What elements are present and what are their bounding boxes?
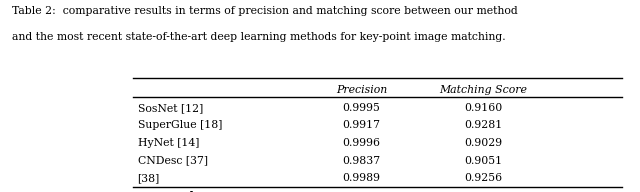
Text: Matching Score: Matching Score (439, 85, 527, 95)
Text: 0.9029: 0.9029 (464, 138, 502, 148)
Text: CNDesc [37]: CNDesc [37] (138, 156, 207, 166)
Text: SosNet [12]: SosNet [12] (138, 103, 203, 113)
Text: HyNet [14]: HyNet [14] (138, 138, 199, 148)
Text: Precision: Precision (336, 85, 387, 95)
Text: 0.9281: 0.9281 (464, 120, 502, 130)
Text: 0.9051: 0.9051 (464, 156, 502, 166)
Text: and the most recent state-of-the-art deep learning methods for key-point image m: and the most recent state-of-the-art dee… (12, 32, 505, 42)
Text: Table 2:  comparative results in terms of precision and matching score between o: Table 2: comparative results in terms of… (12, 6, 517, 16)
Text: [38]: [38] (138, 173, 160, 183)
Text: 1: 1 (358, 191, 365, 192)
Text: 0.9996: 0.9996 (342, 138, 381, 148)
Text: SuperGlue [18]: SuperGlue [18] (138, 120, 222, 130)
Text: 0.9256: 0.9256 (464, 173, 502, 183)
Text: 0.9995: 0.9995 (342, 103, 381, 113)
Text: 0.9837: 0.9837 (342, 156, 381, 166)
Text: 0.9917: 0.9917 (342, 120, 381, 130)
Text: Proposed: Proposed (138, 191, 195, 192)
Text: 0.9160: 0.9160 (464, 103, 502, 113)
Text: 0.9930: 0.9930 (463, 191, 504, 192)
Text: 0.9989: 0.9989 (342, 173, 381, 183)
